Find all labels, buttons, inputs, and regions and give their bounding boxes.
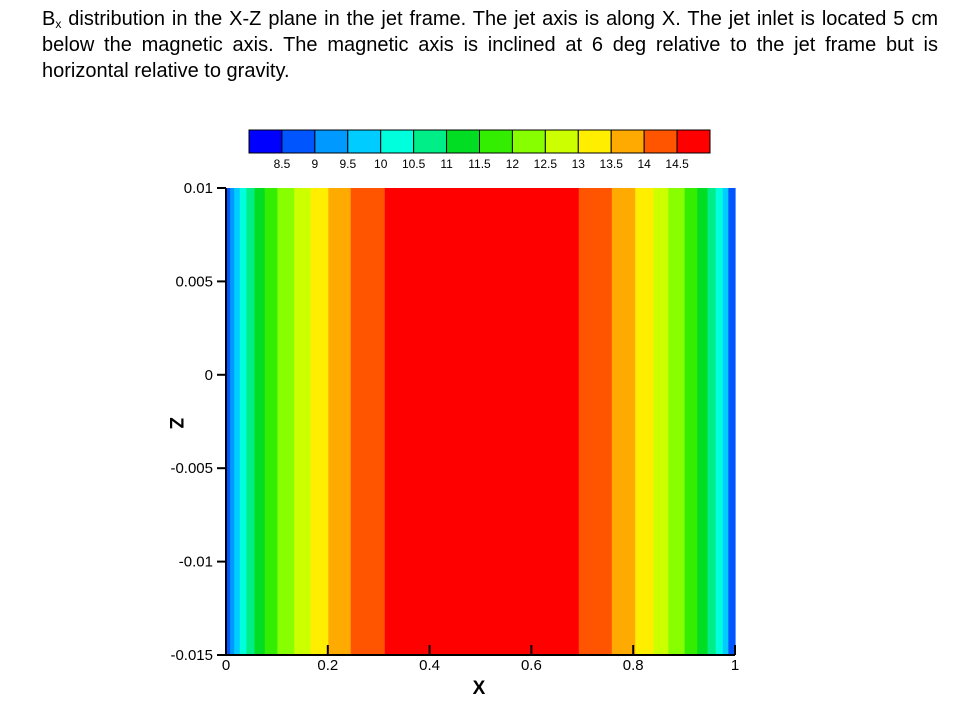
legend-swatch-5 [413, 129, 448, 154]
legend-swatch-9 [544, 129, 579, 154]
x-tick-label-0: 0 [222, 657, 230, 674]
x-tick-label-4: 0.8 [623, 657, 644, 674]
color-legend: 8.5 9 9.5 10 10.5 11 11.5 12 12.5 13 13.5 14 14.5 [248, 129, 711, 171]
legend-label-11: 14 [637, 157, 651, 171]
x-tick-label-1: 0.2 [317, 657, 338, 674]
contour-band-23 [728, 188, 736, 655]
legend-swatch-0 [248, 129, 283, 154]
legend-label-2: 9.5 [339, 157, 356, 171]
legend-swatch-4 [380, 129, 415, 154]
legend-swatch-8 [511, 129, 546, 154]
y-tick-label-4: -0.01 [179, 554, 213, 571]
caption-symbol: B [42, 8, 56, 30]
contour-band-14 [611, 188, 636, 655]
contour-band-13 [578, 188, 613, 655]
contour-band-15 [635, 188, 655, 655]
contour-band-0 [226, 188, 231, 655]
legend-swatch-6 [446, 129, 481, 154]
y-tick-label-2: 0 [205, 367, 213, 384]
x-tick-label-2: 0.4 [419, 657, 440, 674]
legend-swatch-11 [610, 129, 645, 154]
y-tick-label-5: -0.015 [170, 647, 213, 664]
contour-band-19 [697, 188, 709, 655]
legend-label-7: 12 [506, 157, 520, 171]
legend-label-12: 14.5 [665, 157, 689, 171]
plot-area [226, 188, 736, 655]
contour-band-8 [294, 188, 312, 655]
contour-band-2 [234, 188, 241, 655]
legend-swatch-12 [643, 129, 678, 154]
legend-swatch-2 [314, 129, 349, 154]
legend-label-1: 9 [312, 157, 319, 171]
legend-label-9: 13 [572, 157, 586, 171]
legend-swatch-10 [577, 129, 612, 154]
legend-label-8: 12.5 [534, 157, 558, 171]
contour-band-1 [230, 188, 235, 655]
legend-swatch-13 [676, 129, 711, 154]
contour-band-11 [350, 188, 386, 655]
caption-text: distribution in the X-Z plane in the jet… [42, 8, 938, 82]
contour-band-7 [277, 188, 295, 655]
contour-band-16 [653, 188, 669, 655]
legend-label-10: 13.5 [600, 157, 624, 171]
contour-band-21 [715, 188, 724, 655]
contour-band-3 [239, 188, 247, 655]
legend-swatch-7 [479, 129, 513, 154]
contour-band-6 [264, 188, 279, 655]
legend-label-0: 8.5 [274, 157, 291, 171]
contour-band-22 [722, 188, 729, 655]
contour-band-20 [707, 188, 717, 655]
axes: 0.01 0.005 0 -0.005 -0.01 -0.015 0 0.2 0.4 0.6 0.8… [170, 180, 739, 674]
legend-swatch-1 [281, 129, 316, 154]
contour-band-4 [246, 188, 256, 655]
contour-band-12 [384, 188, 580, 655]
legend-label-5: 11 [440, 157, 453, 171]
legend-label-6: 11.5 [468, 157, 491, 171]
y-tick-label-0: 0.01 [184, 180, 213, 197]
contour-band-18 [684, 188, 698, 655]
y-tick-label-1: 0.005 [175, 273, 213, 290]
legend-label-4: 10.5 [402, 157, 426, 171]
legend-swatch-3 [347, 129, 382, 154]
chart-caption: Bx distribution in the X-Z plane in the … [42, 6, 938, 84]
contour-band-17 [668, 188, 686, 655]
x-axis-title: X [473, 678, 486, 699]
contour-band-9 [310, 188, 329, 655]
y-tick-label-3: -0.005 [170, 460, 213, 477]
caption-subscript: x [55, 17, 62, 31]
contour-band-10 [328, 188, 352, 655]
x-tick-label-5: 1 [731, 657, 739, 674]
contour-band-5 [254, 188, 266, 655]
legend-label-3: 10 [374, 157, 388, 171]
y-axis-title: Z [165, 417, 186, 429]
x-tick-label-3: 0.6 [521, 657, 542, 674]
